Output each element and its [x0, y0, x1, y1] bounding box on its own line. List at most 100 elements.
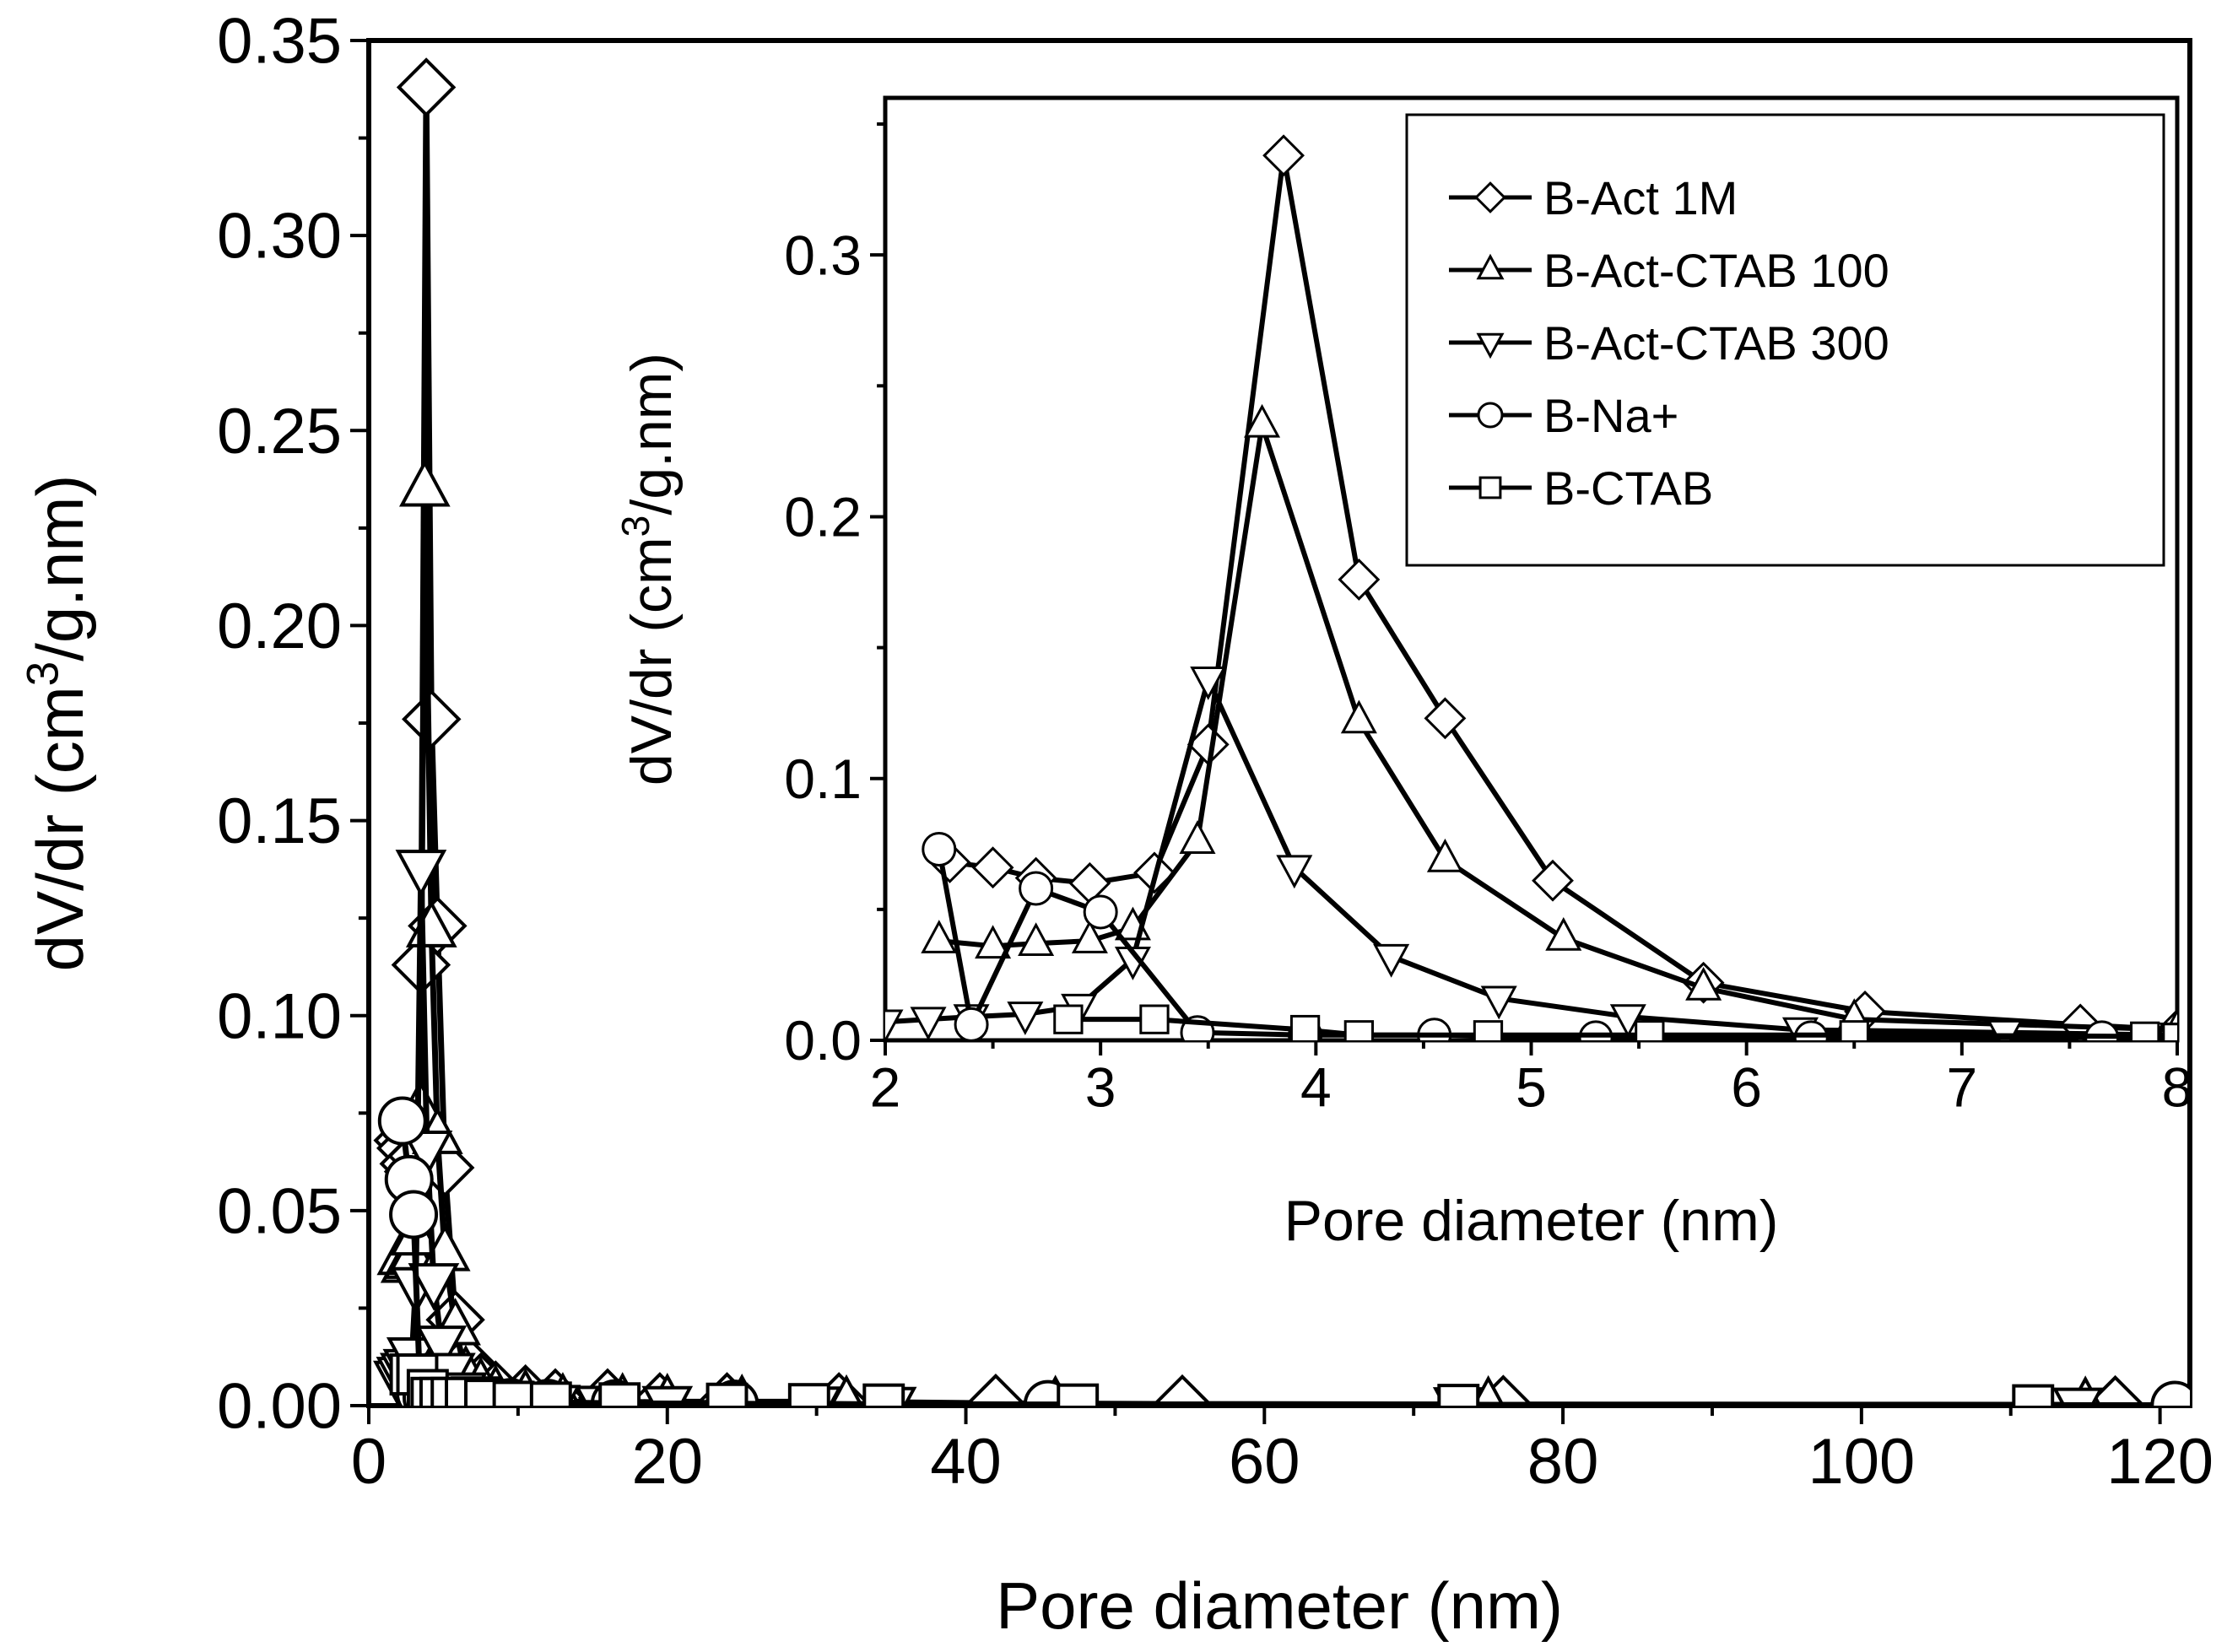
main-x-tick-label: 60 [1229, 1426, 1300, 1498]
main-y-tick-label: 0.00 [217, 1371, 342, 1443]
main-data-point-triangle-down [2051, 1387, 2104, 1406]
inset-x-tick-label: 4 [1300, 1056, 1332, 1119]
inset-data-point-square [1139, 1004, 1170, 1034]
inset-data-point-triangle-up [1685, 966, 1722, 1001]
inset-data-point-diamond [971, 846, 1014, 889]
inset-data-point-circle [922, 831, 957, 866]
main-data-point-triangle-up [398, 459, 451, 507]
inset-data-point-square [2162, 1023, 2177, 1040]
inset-data-point-triangle-down [1190, 667, 1227, 700]
inset-x-tick-label: 3 [1085, 1056, 1116, 1119]
main-data-point-square [492, 1380, 535, 1406]
inset-legend-label: B-CTAB [1543, 462, 1713, 515]
inset-y-tick-label: 0.1 [784, 748, 862, 810]
inset-data-point-triangle-down [1276, 855, 1313, 889]
inset-series-b-act-ctab-100 [921, 403, 2177, 1040]
inset-data-point-triangle-up [1545, 916, 1582, 951]
inset-data-point-triangle-down [885, 1009, 904, 1040]
inset-legend-label: B-Act 1M [1543, 171, 1738, 224]
inset-series-line [936, 848, 2102, 1040]
main-data-point-square [787, 1383, 830, 1406]
inset-legend-marker-triangle-down [1476, 332, 1505, 359]
main-data-point-triangle-down [415, 1325, 468, 1374]
main-x-axis-label: Pore diameter (nm) [996, 1568, 1563, 1643]
main-data-point-circle [2150, 1380, 2190, 1406]
inset-data-point-triangle-up [1071, 920, 1108, 953]
main-data-point-square [598, 1382, 641, 1406]
inset-y-axis-label-part: dV/dr (cm [619, 537, 684, 786]
inset-legend-item-b-act-ctab-300: B-Act-CTAB 300 [1449, 316, 1889, 370]
main-y-axis-label: dV/dr (cm3/g.nm) [18, 475, 97, 972]
inset-data-point-circle [954, 1007, 989, 1040]
inset-y-axis-label-part: /g.nm) [619, 353, 684, 516]
inset-data-point-diamond [1262, 134, 1305, 177]
inset-data-point-square [2130, 1021, 2160, 1040]
inset-y-tick-label: 0.2 [784, 486, 862, 548]
main-data-point-square [1057, 1383, 1100, 1406]
inset-data-point-triangle-down [1007, 1001, 1044, 1035]
inset-data-point-square [1053, 1004, 1084, 1034]
main-y-tick-label: 0.25 [217, 396, 342, 467]
main-y-tick-label: 0.35 [217, 6, 342, 78]
main-data-point-circle [377, 1096, 427, 1146]
inset-x-tick-label: 6 [1731, 1056, 1762, 1119]
inset-x-tick-label: 2 [870, 1056, 901, 1119]
main-series-b-ctab [389, 1353, 2055, 1406]
main-data-point-triangle-down [395, 850, 447, 898]
inset-y-axis-label-sup: 3 [614, 516, 657, 537]
inset-legend-label: B-Na+ [1543, 389, 1678, 442]
inset-legend-marker-circle [1477, 402, 1504, 429]
inset-legend-label: B-Act-CTAB 300 [1543, 316, 1889, 370]
main-y-axis-label-sup: 3 [18, 661, 68, 687]
main-data-point-diamond [1152, 1374, 1213, 1406]
main-x-tick-label: 20 [631, 1426, 703, 1498]
main-x-tick-label: 0 [351, 1426, 386, 1498]
inset-data-point-square [1289, 1014, 1321, 1040]
inset-legend-item-b-ctab: B-CTAB [1449, 462, 1713, 515]
inset-data-point-triangle-down [1373, 943, 1410, 978]
inset-x-axis-label: Pore diameter (nm) [1284, 1189, 1779, 1253]
inset-legend-item-b-act-1m: B-Act 1M [1449, 171, 1738, 224]
main-data-point-circle [389, 1190, 439, 1239]
inset-data-point-triangle-up [1244, 403, 1281, 438]
main-data-point-diamond [396, 57, 457, 117]
inset-legend: B-Act 1M B-Act-CTAB 100 B-Act-CTAB 300 B-Na… [1405, 113, 2165, 567]
main-data-point-square [529, 1381, 572, 1406]
main-y-tick-label: 0.05 [217, 1175, 342, 1247]
inset-data-point-square [1839, 1020, 1869, 1040]
inset-legend-item-b-na: B-Na+ [1449, 389, 1678, 442]
inset-legend-item-b-act-ctab-100: B-Act-CTAB 100 [1449, 244, 1889, 297]
main-data-point-square [2012, 1384, 2055, 1406]
inset-chart: 2 3 4 5 6 7 8 0.0 0.1 0.2 0.3 Pore diameter (nm) dV/… [614, 95, 2193, 1253]
inset-data-point-square [1343, 1020, 1375, 1040]
inset-data-point-square [1635, 1020, 1665, 1040]
main-data-point-square [862, 1383, 905, 1406]
inset-legend-marker-diamond [1474, 181, 1506, 213]
inset-y-tick-label: 0.0 [784, 1009, 862, 1072]
inset-data-point-triangle-up [1018, 922, 1055, 956]
inset-data-point-triangle-up [921, 920, 958, 953]
inset-data-point-triangle-up [1179, 820, 1216, 854]
inset-data-point-triangle-up [1426, 838, 1463, 872]
inset-series-b-ctab [1053, 1004, 2177, 1040]
inset-legend-label: B-Act-CTAB 100 [1543, 244, 1889, 297]
main-data-point-triangle-down [401, 1130, 453, 1179]
inset-data-point-circle [1083, 894, 1118, 930]
main-y-tick-label: 0.15 [217, 786, 342, 857]
main-x-tick-label: 100 [1808, 1426, 1915, 1498]
inset-y-axis-label: dV/dr (cm3/g.nm) [614, 353, 684, 786]
main-data-point-square [1437, 1384, 1480, 1406]
inset-data-point-triangle-up [1340, 699, 1377, 734]
inset-data-point-triangle-down [910, 1007, 947, 1040]
inset-data-point-triangle-down [1480, 985, 1517, 1020]
main-data-point-diamond [965, 1373, 1026, 1406]
inset-x-tick-label: 8 [2162, 1056, 2193, 1119]
main-data-point-square [705, 1382, 749, 1406]
inset-data-point-diamond [1532, 859, 1574, 902]
main-y-axis-label-part: dV/dr (cm [23, 686, 97, 971]
main-y-tick-label: 0.20 [217, 591, 342, 662]
inset-x-tick-label: 5 [1516, 1056, 1547, 1119]
inset-data-point-circle [1019, 871, 1054, 906]
inset-legend-marker-triangle-up [1476, 253, 1505, 280]
